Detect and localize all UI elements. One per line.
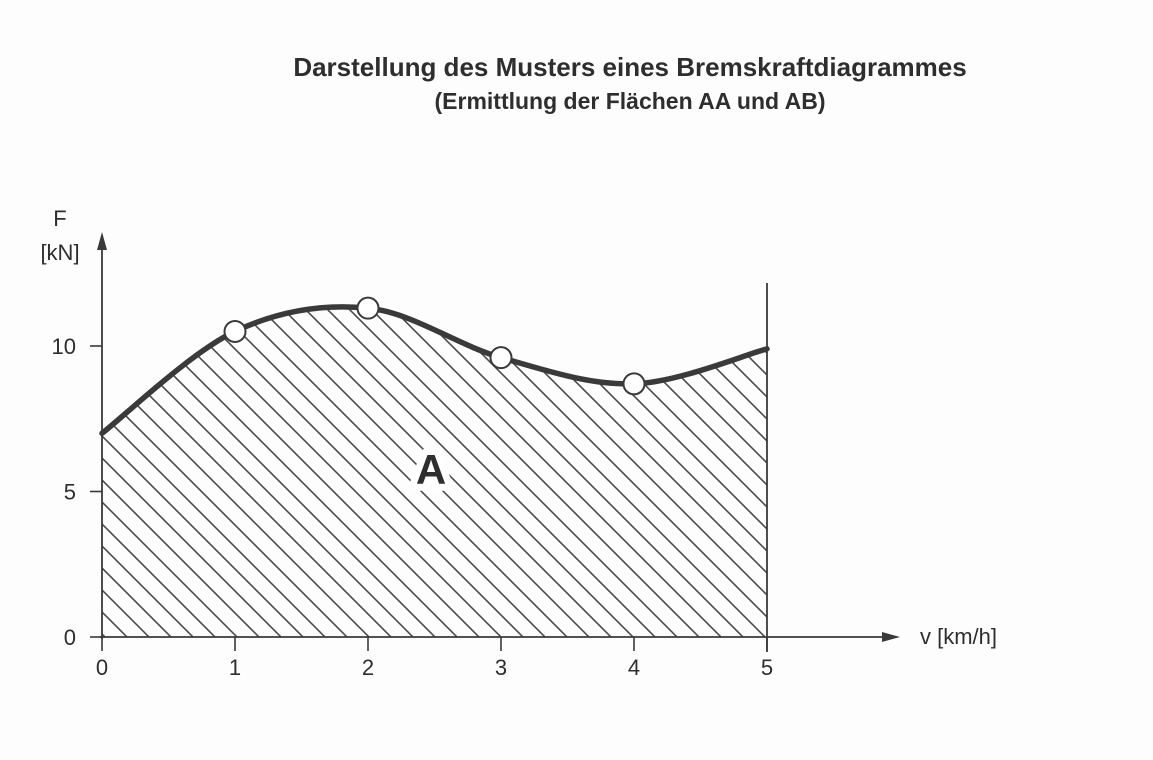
hatch-line: [297, 306, 679, 637]
hatch-line: [165, 306, 547, 637]
x-tick-label: 3: [495, 655, 507, 680]
hatch-line: [102, 306, 217, 637]
x-tick-label: 4: [628, 655, 640, 680]
hatch-line: [715, 306, 767, 637]
x-tick-label: 1: [229, 655, 241, 680]
data-point-marker: [489, 346, 513, 370]
chart-subtitle: (Ermittlung der Flächen AA und AB): [434, 88, 826, 114]
hatch-line: [231, 306, 613, 637]
hatch-line: [102, 306, 283, 637]
hatch-line: [102, 306, 305, 637]
x-tick-label: 0: [96, 655, 108, 680]
brake-force-curve: [99, 304, 770, 437]
x-tick-label: 5: [761, 655, 773, 680]
hatch-line: [102, 306, 393, 637]
y-tick-label: 10: [52, 334, 76, 359]
area-label-halo: A: [416, 446, 446, 493]
hatch-line: [102, 306, 239, 637]
hatch-line: [102, 306, 261, 637]
chart-title: Darstellung des Musters eines Bremskraft…: [293, 52, 967, 82]
hatch-line: [737, 306, 767, 637]
hatch-line: [102, 306, 349, 637]
y-axis-arrow: [97, 232, 107, 250]
area-label: A: [416, 446, 446, 493]
hatch-line: [363, 306, 745, 637]
hatch-line: [187, 306, 569, 637]
hatch-line: [804, 280, 1153, 660]
hatch-line: [102, 306, 371, 637]
x-axis-arrow: [882, 632, 900, 642]
hatch-line: [341, 306, 723, 637]
y-tick-label: 5: [64, 480, 76, 505]
hatch-line: [275, 306, 657, 637]
hatch-line: [102, 306, 415, 637]
data-point-marker: [223, 319, 247, 343]
hatch-line: [102, 306, 327, 637]
hatch-line: [253, 306, 635, 637]
hatch-line: [209, 306, 591, 637]
hatch-line: [782, 280, 1153, 660]
y-axis-label-unit: [kN]: [40, 240, 79, 265]
x-axis-label: v [km/h]: [920, 624, 997, 649]
hatched-area: [102, 280, 1153, 660]
y-tick-label: 0: [64, 625, 76, 650]
hatch-line: [102, 306, 173, 637]
data-point-marker: [356, 296, 380, 320]
x-tick-label: 2: [362, 655, 374, 680]
hatch-line: [385, 306, 767, 637]
data-point-marker: [622, 372, 646, 396]
hatch-line: [759, 306, 767, 637]
y-axis-label-symbol: F: [53, 206, 66, 231]
hatch-line: [319, 306, 701, 637]
hatch-line: [102, 306, 195, 637]
